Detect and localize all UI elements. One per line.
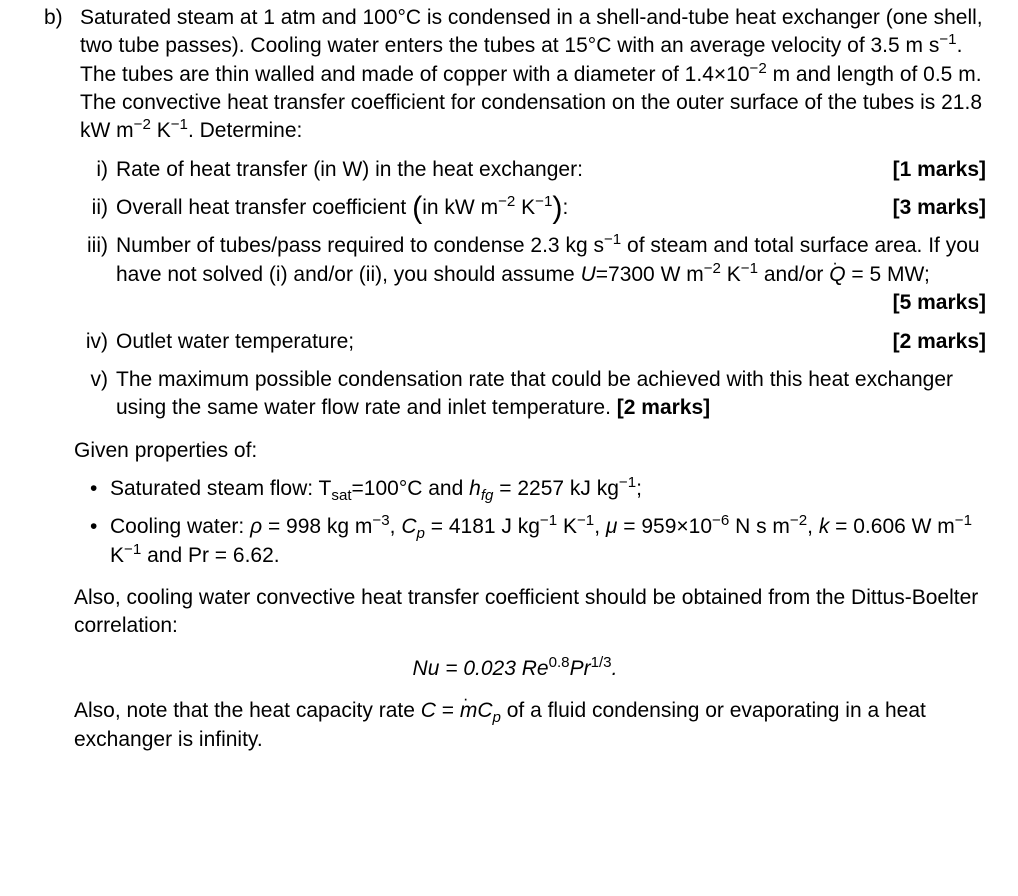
- part-label: b): [44, 4, 74, 32]
- item-label: iv): [74, 328, 116, 356]
- bullet-marker: •: [90, 513, 110, 541]
- question-item: ii)Overall heat transfer coefficient (in…: [74, 194, 986, 222]
- item-marks: [5 marks]: [893, 289, 986, 317]
- item-body: The maximum possible condensation rate t…: [116, 366, 986, 423]
- item-text: Rate of heat transfer (in W) in the heat…: [116, 156, 583, 184]
- item-label: i): [74, 156, 116, 184]
- item-label: ii): [74, 194, 116, 222]
- question-item: iii)Number of tubes/pass required to con…: [74, 232, 986, 317]
- item-text: The maximum possible condensation rate t…: [116, 368, 953, 419]
- intro-text: Saturated steam at 1 atm and 100°C is co…: [74, 4, 986, 146]
- bullet-text: Cooling water: ρ = 998 kg m−3, Cp = 4181…: [110, 513, 986, 570]
- item-text: Outlet water temperature;: [116, 328, 354, 356]
- item-body: Rate of heat transfer (in W) in the heat…: [116, 156, 986, 184]
- item-body: Outlet water temperature; [2 marks]: [116, 328, 986, 356]
- bullet-marker: •: [90, 475, 110, 503]
- item-marks: [3 marks]: [893, 194, 986, 222]
- item-text: Overall heat transfer coefficient (in kW…: [116, 194, 568, 222]
- equation: Nu = 0.023 Re0.8Pr1/3.: [44, 655, 986, 683]
- bullet-item: •Saturated steam flow: Tsat=100°C and hf…: [90, 475, 986, 503]
- bullet-text: Saturated steam flow: Tsat=100°C and hfg…: [110, 475, 986, 503]
- question-item: v)The maximum possible condensation rate…: [74, 366, 986, 423]
- question-item: i)Rate of heat transfer (in W) in the he…: [74, 156, 986, 184]
- bullet-item: •Cooling water: ρ = 998 kg m−3, Cp = 418…: [90, 513, 986, 570]
- item-marks: [2 marks]: [893, 328, 986, 356]
- item-label: v): [74, 366, 116, 394]
- intro-block: b) Saturated steam at 1 atm and 100°C is…: [44, 4, 986, 146]
- item-label: iii): [74, 232, 116, 260]
- question-item: iv)Outlet water temperature; [2 marks]: [74, 328, 986, 356]
- item-marks: [1 marks]: [893, 156, 986, 184]
- item-body: Number of tubes/pass required to condens…: [116, 232, 986, 317]
- item-text: Number of tubes/pass required to condens…: [116, 234, 980, 285]
- final-para: Also, note that the heat capacity rate C…: [74, 697, 986, 754]
- given-heading: Given properties of:: [74, 437, 986, 465]
- item-body: Overall heat transfer coefficient (in kW…: [116, 194, 986, 222]
- post-bullets-para: Also, cooling water convective heat tran…: [74, 584, 986, 641]
